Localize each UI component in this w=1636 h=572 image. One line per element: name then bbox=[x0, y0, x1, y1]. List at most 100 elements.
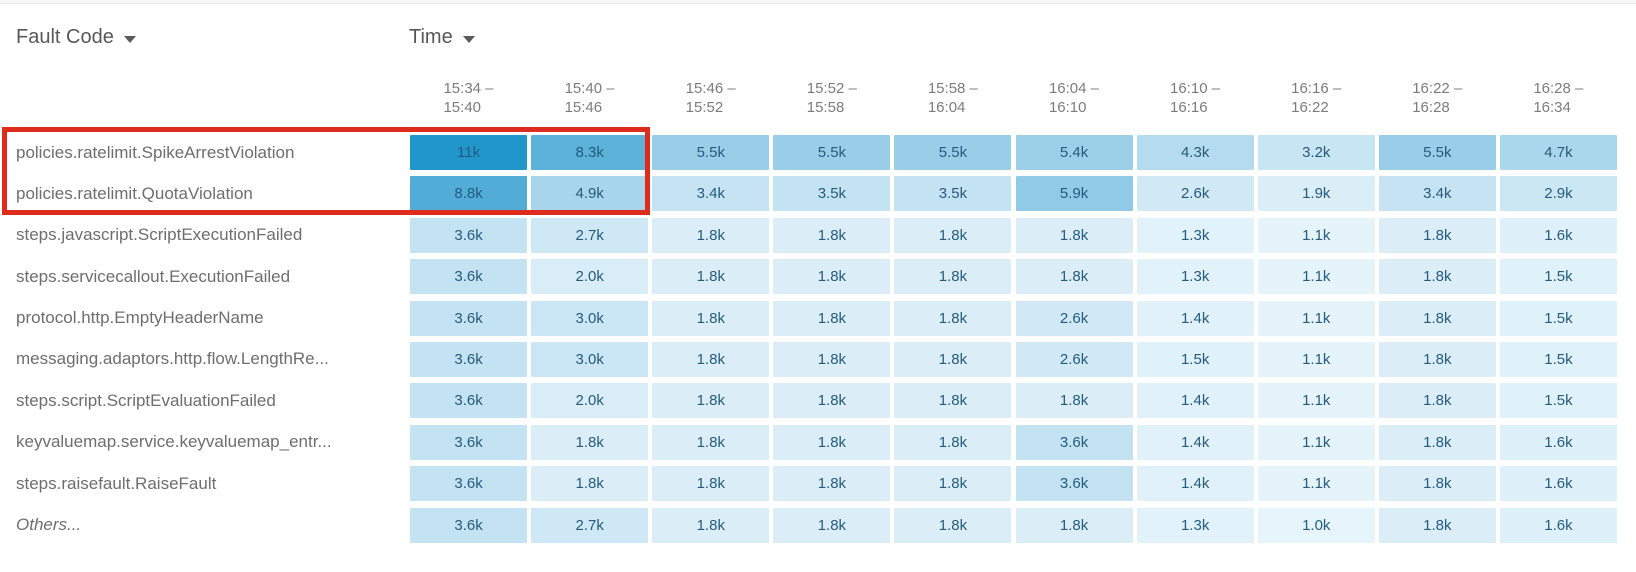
heatmap-cell[interactable]: 1.3k bbox=[1136, 259, 1254, 295]
heatmap-cell[interactable]: 1.8k bbox=[652, 217, 770, 253]
heatmap-cell[interactable]: 3.6k bbox=[410, 424, 528, 460]
heatmap-cell[interactable]: 1.3k bbox=[1136, 217, 1254, 253]
heatmap-cell[interactable]: 1.9k bbox=[1257, 176, 1375, 212]
heatmap-cell[interactable]: 1.5k bbox=[1499, 300, 1617, 336]
heatmap-cell[interactable]: 3.5k bbox=[894, 176, 1012, 212]
heatmap-cell[interactable]: 2.6k bbox=[1015, 341, 1133, 377]
heatmap-cell[interactable]: 2.0k bbox=[531, 383, 649, 419]
heatmap-cell[interactable]: 1.6k bbox=[1499, 424, 1617, 460]
heatmap-cell[interactable]: 4.9k bbox=[531, 176, 649, 212]
heatmap-cell[interactable]: 1.6k bbox=[1499, 466, 1617, 502]
row-dimension-dropdown[interactable]: Fault Code bbox=[16, 26, 136, 49]
heatmap-cell[interactable]: 2.0k bbox=[531, 259, 649, 295]
heatmap-cell[interactable]: 5.4k bbox=[1015, 135, 1133, 170]
heatmap-cell[interactable]: 8.8k bbox=[410, 176, 528, 212]
heatmap-cell[interactable]: 1.6k bbox=[1499, 507, 1617, 543]
heatmap-cell[interactable]: 3.0k bbox=[531, 300, 649, 336]
heatmap-cell[interactable]: 1.8k bbox=[1015, 507, 1133, 543]
heatmap-cell[interactable]: 4.7k bbox=[1499, 135, 1617, 170]
heatmap-cell[interactable]: 2.6k bbox=[1136, 176, 1254, 212]
heatmap-cell[interactable]: 3.0k bbox=[531, 341, 649, 377]
heatmap-cell[interactable]: 1.8k bbox=[894, 341, 1012, 377]
heatmap-cell[interactable]: 3.4k bbox=[652, 176, 770, 212]
heatmap-cell[interactable]: 1.8k bbox=[894, 507, 1012, 543]
heatmap-cell[interactable]: 1.0k bbox=[1257, 507, 1375, 543]
heatmap-cell[interactable]: 1.8k bbox=[773, 217, 891, 253]
heatmap-cell[interactable]: 1.8k bbox=[894, 424, 1012, 460]
heatmap-cell[interactable]: 3.6k bbox=[410, 383, 528, 419]
heatmap-cell[interactable]: 5.5k bbox=[894, 135, 1012, 170]
heatmap-cell[interactable]: 1.8k bbox=[1015, 383, 1133, 419]
heatmap-cell[interactable]: 1.4k bbox=[1136, 383, 1254, 419]
heatmap-cell[interactable]: 3.4k bbox=[1378, 176, 1496, 212]
heatmap-cell[interactable]: 1.8k bbox=[1378, 383, 1496, 419]
heatmap-cell[interactable]: 1.5k bbox=[1499, 341, 1617, 377]
heatmap-cell[interactable]: 1.4k bbox=[1136, 300, 1254, 336]
heatmap-cell[interactable]: 1.5k bbox=[1499, 259, 1617, 295]
heatmap-cell[interactable]: 1.8k bbox=[894, 259, 1012, 295]
heatmap-cell[interactable]: 1.5k bbox=[1499, 383, 1617, 419]
heatmap-cell[interactable]: 2.7k bbox=[531, 217, 649, 253]
heatmap-cell[interactable]: 3.6k bbox=[1015, 466, 1133, 502]
heatmap-cell[interactable]: 1.8k bbox=[773, 507, 891, 543]
heatmap-cell[interactable]: 2.6k bbox=[1015, 300, 1133, 336]
heatmap-cell[interactable]: 1.6k bbox=[1499, 217, 1617, 253]
heatmap-cell[interactable]: 3.5k bbox=[773, 176, 891, 212]
heatmap-cell[interactable]: 5.9k bbox=[1015, 176, 1133, 212]
heatmap-cell[interactable]: 1.8k bbox=[773, 424, 891, 460]
heatmap-cell[interactable]: 1.1k bbox=[1257, 300, 1375, 336]
heatmap-cell[interactable]: 1.8k bbox=[652, 507, 770, 543]
heatmap-cell[interactable]: 1.1k bbox=[1257, 341, 1375, 377]
heatmap-cell[interactable]: 1.8k bbox=[531, 424, 649, 460]
heatmap-cell[interactable]: 1.8k bbox=[773, 300, 891, 336]
heatmap-cell[interactable]: 2.7k bbox=[531, 507, 649, 543]
heatmap-cell[interactable]: 1.4k bbox=[1136, 424, 1254, 460]
heatmap-cell[interactable]: 1.8k bbox=[652, 466, 770, 502]
heatmap-cell[interactable]: 4.3k bbox=[1136, 135, 1254, 170]
heatmap-cell[interactable]: 1.5k bbox=[1136, 341, 1254, 377]
heatmap-cell[interactable]: 1.4k bbox=[1136, 466, 1254, 502]
heatmap-cell[interactable]: 3.6k bbox=[410, 507, 528, 543]
heatmap-cell[interactable]: 1.1k bbox=[1257, 259, 1375, 295]
heatmap-cell[interactable]: 1.8k bbox=[1378, 341, 1496, 377]
heatmap-cell[interactable]: 1.8k bbox=[894, 383, 1012, 419]
heatmap-cell[interactable]: 1.1k bbox=[1257, 424, 1375, 460]
heatmap-cell[interactable]: 5.5k bbox=[1378, 135, 1496, 170]
heatmap-cell[interactable]: 1.8k bbox=[773, 341, 891, 377]
heatmap-cell[interactable]: 1.8k bbox=[1378, 507, 1496, 543]
heatmap-cell[interactable]: 1.8k bbox=[531, 466, 649, 502]
heatmap-cell[interactable]: 1.8k bbox=[773, 259, 891, 295]
heatmap-cell[interactable]: 3.2k bbox=[1257, 135, 1375, 170]
heatmap-cell[interactable]: 1.8k bbox=[1378, 300, 1496, 336]
column-dimension-dropdown[interactable]: Time bbox=[409, 26, 475, 49]
heatmap-cell[interactable]: 1.1k bbox=[1257, 383, 1375, 419]
heatmap-cell[interactable]: 1.8k bbox=[1015, 217, 1133, 253]
heatmap-cell[interactable]: 3.6k bbox=[410, 217, 528, 253]
heatmap-cell[interactable]: 1.8k bbox=[652, 259, 770, 295]
heatmap-cell[interactable]: 11k bbox=[410, 135, 528, 170]
heatmap-cell[interactable]: 1.1k bbox=[1257, 217, 1375, 253]
heatmap-cell[interactable]: 3.6k bbox=[1015, 424, 1133, 460]
heatmap-cell[interactable]: 1.8k bbox=[1015, 259, 1133, 295]
heatmap-cell[interactable]: 1.8k bbox=[1378, 424, 1496, 460]
heatmap-cell[interactable]: 3.6k bbox=[410, 341, 528, 377]
heatmap-cell[interactable]: 1.8k bbox=[1378, 217, 1496, 253]
heatmap-cell[interactable]: 1.8k bbox=[652, 424, 770, 460]
heatmap-cell[interactable]: 3.6k bbox=[410, 466, 528, 502]
heatmap-cell[interactable]: 1.8k bbox=[652, 383, 770, 419]
heatmap-cell[interactable]: 1.8k bbox=[652, 341, 770, 377]
heatmap-cell[interactable]: 1.8k bbox=[894, 300, 1012, 336]
heatmap-cell[interactable]: 3.6k bbox=[410, 259, 528, 295]
heatmap-cell[interactable]: 1.8k bbox=[773, 466, 891, 502]
heatmap-cell[interactable]: 1.8k bbox=[1378, 259, 1496, 295]
heatmap-cell[interactable]: 1.8k bbox=[894, 217, 1012, 253]
heatmap-cell[interactable]: 1.8k bbox=[1378, 466, 1496, 502]
heatmap-cell[interactable]: 3.6k bbox=[410, 300, 528, 336]
heatmap-cell[interactable]: 1.8k bbox=[773, 383, 891, 419]
heatmap-cell[interactable]: 1.8k bbox=[652, 300, 770, 336]
heatmap-cell[interactable]: 1.1k bbox=[1257, 466, 1375, 502]
heatmap-cell[interactable]: 1.3k bbox=[1136, 507, 1254, 543]
heatmap-cell[interactable]: 2.9k bbox=[1499, 176, 1617, 212]
heatmap-cell[interactable]: 5.5k bbox=[652, 135, 770, 170]
heatmap-cell[interactable]: 1.8k bbox=[894, 466, 1012, 502]
